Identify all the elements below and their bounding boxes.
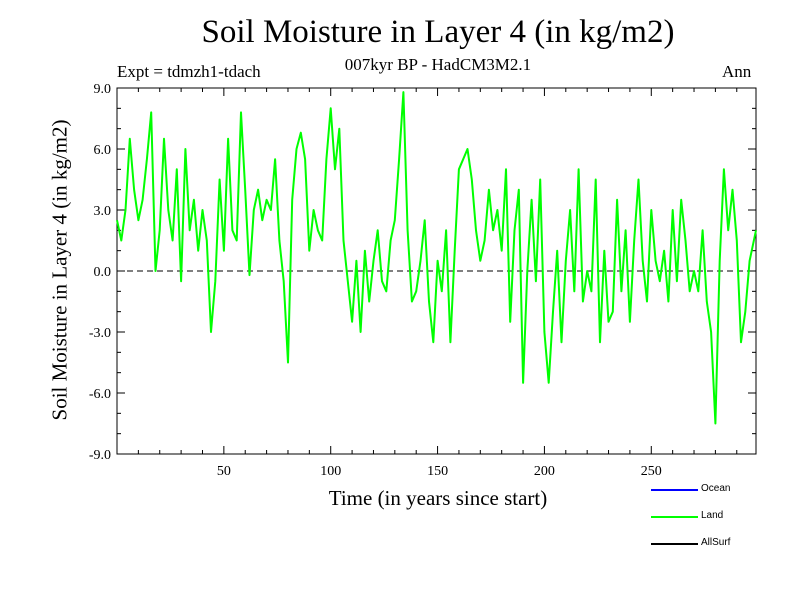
legend-label-ocean: Ocean [701,483,731,494]
y-tick-label: -3.0 [89,326,111,341]
y-tick-label: 0.0 [94,265,112,280]
y-tick-label: 9.0 [94,82,112,97]
x-tick-label: 150 [427,464,448,479]
x-tick-label: 100 [320,464,341,479]
y-tick-label: -6.0 [89,387,111,402]
series-line-land [116,91,757,425]
x-axis-label: Time (in years since start) [328,486,548,510]
season-label: Ann [722,62,752,81]
chart-title: Soil Moisture in Layer 4 (in kg/m2) [201,14,675,50]
x-tick-label: 250 [641,464,662,479]
y-tick-label: 6.0 [94,143,112,158]
y-tick-label: -9.0 [89,448,111,463]
x-tick-label: 50 [217,464,231,479]
y-tick-label: 3.0 [94,204,112,219]
chart-subtitle: 007kyr BP - HadCM3M2.1 [344,55,532,74]
experiment-label: Expt = tdmzh1-tdach [117,62,261,81]
x-tick-label: 200 [534,464,555,479]
legend-label-allsurf: AllSurf [701,537,731,548]
legend-label-land: Land [701,510,724,521]
